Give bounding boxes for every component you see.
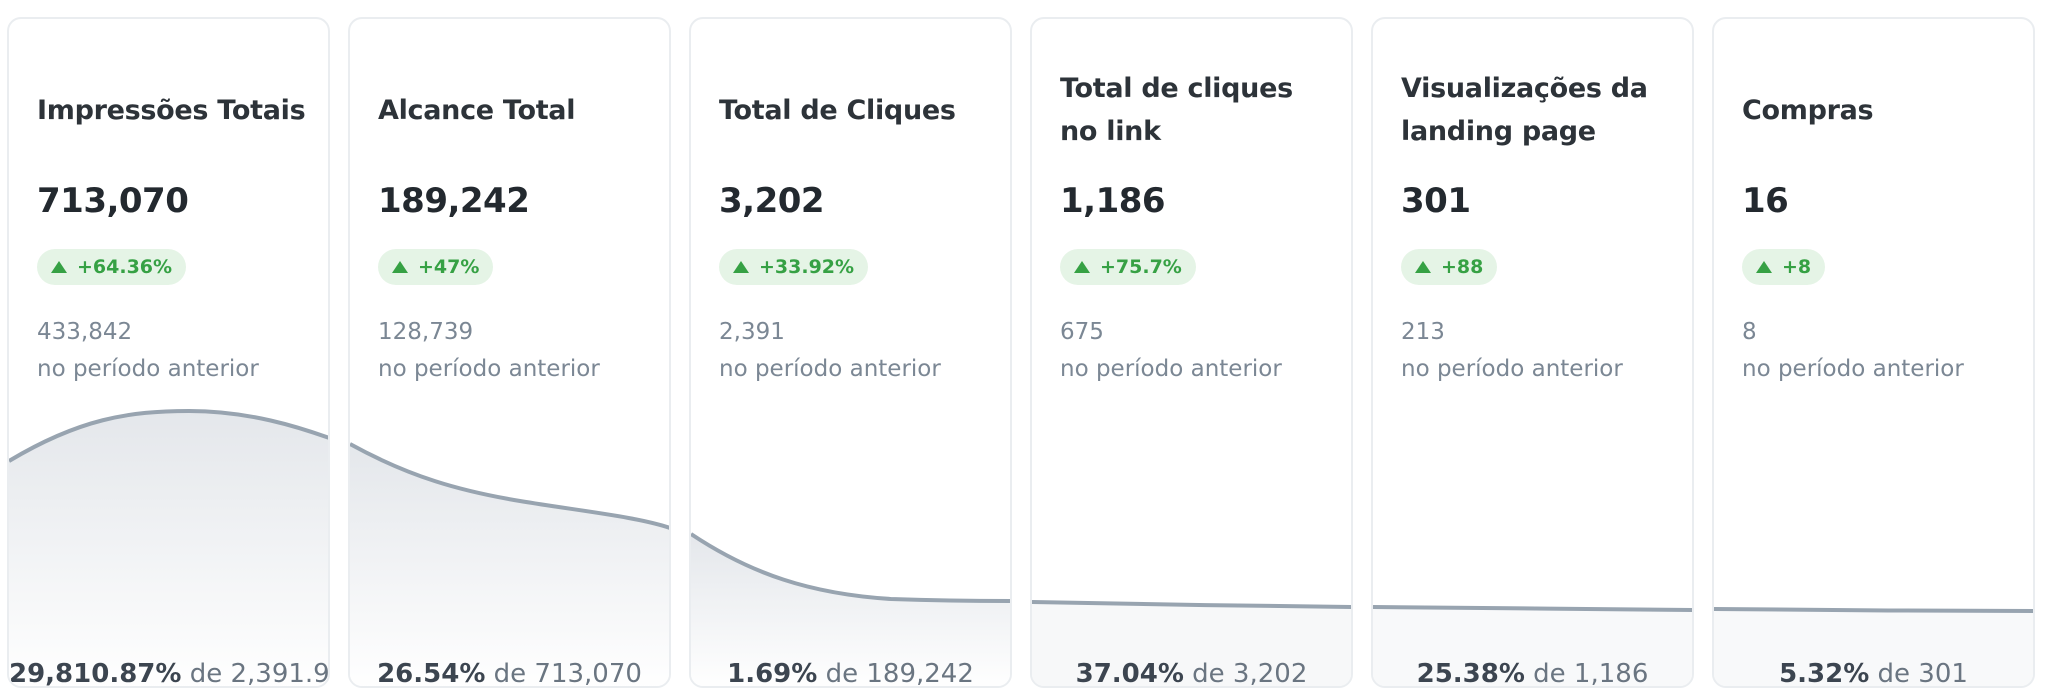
conversion-base: de 3,202 [1192, 659, 1308, 688]
conversion-rate: 1.69% de 189,242 [691, 659, 1010, 688]
conversion-base: de 2,391.98 [189, 659, 330, 688]
conversion-base: de 189,242 [825, 659, 974, 688]
previous-caption: no período anterior [1060, 356, 1282, 382]
conversion-base: de 713,070 [493, 659, 642, 688]
previous-value: 8 [1742, 319, 1757, 345]
conversion-percent: 25.38% [1416, 659, 1525, 688]
card-title: Compras [1742, 95, 1874, 126]
metric-card-purchases[interactable]: Compras 16 +8 8 no período anterior 5.32… [1712, 17, 2035, 688]
clicks-sparkline [691, 532, 1010, 686]
delta-value: +47% [418, 256, 480, 278]
conversion-percent: 29,810.87% [9, 659, 182, 688]
metric-card-reach[interactable]: Alcance Total 189,242 +47% 128,739 no pe… [348, 17, 671, 688]
card-title: Total de cliques no link [1060, 73, 1293, 147]
delta-value: +8 [1782, 256, 1812, 278]
conversion-base: de 301 [1877, 659, 1968, 688]
purchases-sparkline [1714, 607, 2033, 686]
landing-page-views-sparkline [1373, 605, 1692, 686]
previous-value: 213 [1401, 319, 1445, 345]
delta-value: +75.7% [1100, 256, 1182, 278]
delta-badge: +88 [1401, 249, 1498, 285]
conversion-rate: 26.54% de 713,070 [350, 659, 669, 688]
triangle-up-icon [733, 261, 749, 273]
conversion-percent: 26.54% [377, 659, 486, 688]
card-value: 16 [1742, 181, 1789, 221]
metric-card-clicks[interactable]: Total de Cliques 3,202 +33.92% 2,391 no … [689, 17, 1012, 688]
sparkline-line [1373, 605, 1692, 612]
delta-value: +64.36% [77, 256, 173, 278]
delta-badge: +33.92% [719, 249, 869, 285]
delta-value: +88 [1441, 256, 1484, 278]
sparkline-line [1714, 607, 2033, 613]
delta-badge: +8 [1742, 249, 1826, 285]
triangle-up-icon [1756, 261, 1772, 273]
conversion-percent: 1.69% [727, 659, 818, 688]
card-title: Alcance Total [378, 95, 576, 126]
sparkline-line [9, 408, 328, 463]
previous-caption: no período anterior [1742, 356, 1964, 382]
sparkline-line [691, 532, 1010, 603]
previous-caption: no período anterior [719, 356, 941, 382]
triangle-up-icon [1074, 261, 1090, 273]
conversion-base: de 1,186 [1533, 659, 1649, 688]
card-title: Impressões Totais [37, 95, 306, 126]
conversion-rate: 25.38% de 1,186 [1373, 659, 1692, 688]
triangle-up-icon [392, 261, 408, 273]
previous-value: 2,391 [719, 319, 785, 345]
sparkline-area [1373, 607, 1692, 686]
previous-value: 433,842 [37, 319, 133, 345]
sparkline-area [691, 534, 1010, 686]
sparkline-area [1032, 602, 1351, 686]
card-value: 1,186 [1060, 181, 1166, 221]
card-value: 189,242 [378, 181, 530, 221]
previous-caption: no período anterior [37, 356, 259, 382]
delta-badge: +47% [378, 249, 494, 285]
impressions-sparkline [9, 408, 328, 686]
conversion-percent: 37.04% [1075, 659, 1184, 688]
previous-value: 128,739 [378, 319, 474, 345]
metric-card-impressions[interactable]: Impressões Totais 713,070 +64.36% 433,84… [7, 17, 330, 688]
metric-card-link-clicks[interactable]: Total de cliques no link 1,186 +75.7% 67… [1030, 17, 1353, 688]
triangle-up-icon [1415, 261, 1431, 273]
triangle-up-icon [51, 261, 67, 273]
previous-value: 675 [1060, 319, 1104, 345]
previous-caption: no período anterior [1401, 356, 1623, 382]
card-value: 713,070 [37, 181, 189, 221]
sparkline-area [9, 411, 328, 686]
sparkline-line [350, 442, 669, 530]
conversion-percent: 5.32% [1779, 659, 1870, 688]
delta-value: +33.92% [759, 256, 855, 278]
conversion-rate: 29,810.87% de 2,391.98 [9, 659, 330, 688]
card-value: 3,202 [719, 181, 825, 221]
delta-badge: +75.7% [1060, 249, 1196, 285]
conversion-rate: 37.04% de 3,202 [1032, 659, 1351, 688]
card-value: 301 [1401, 181, 1471, 221]
card-title: Total de Cliques [719, 95, 956, 126]
link-clicks-sparkline [1032, 600, 1351, 686]
sparkline-area [1714, 609, 2033, 686]
card-title: Visualizações da landing page [1401, 73, 1648, 147]
delta-badge: +64.36% [37, 249, 187, 285]
sparkline-area [350, 444, 669, 686]
previous-caption: no período anterior [378, 356, 600, 382]
conversion-rate: 5.32% de 301 [1714, 659, 2033, 688]
reach-sparkline [350, 442, 669, 686]
metric-card-landing-page-views[interactable]: Visualizações da landing page 301 +88 21… [1371, 17, 1694, 688]
sparkline-line [1032, 600, 1351, 609]
